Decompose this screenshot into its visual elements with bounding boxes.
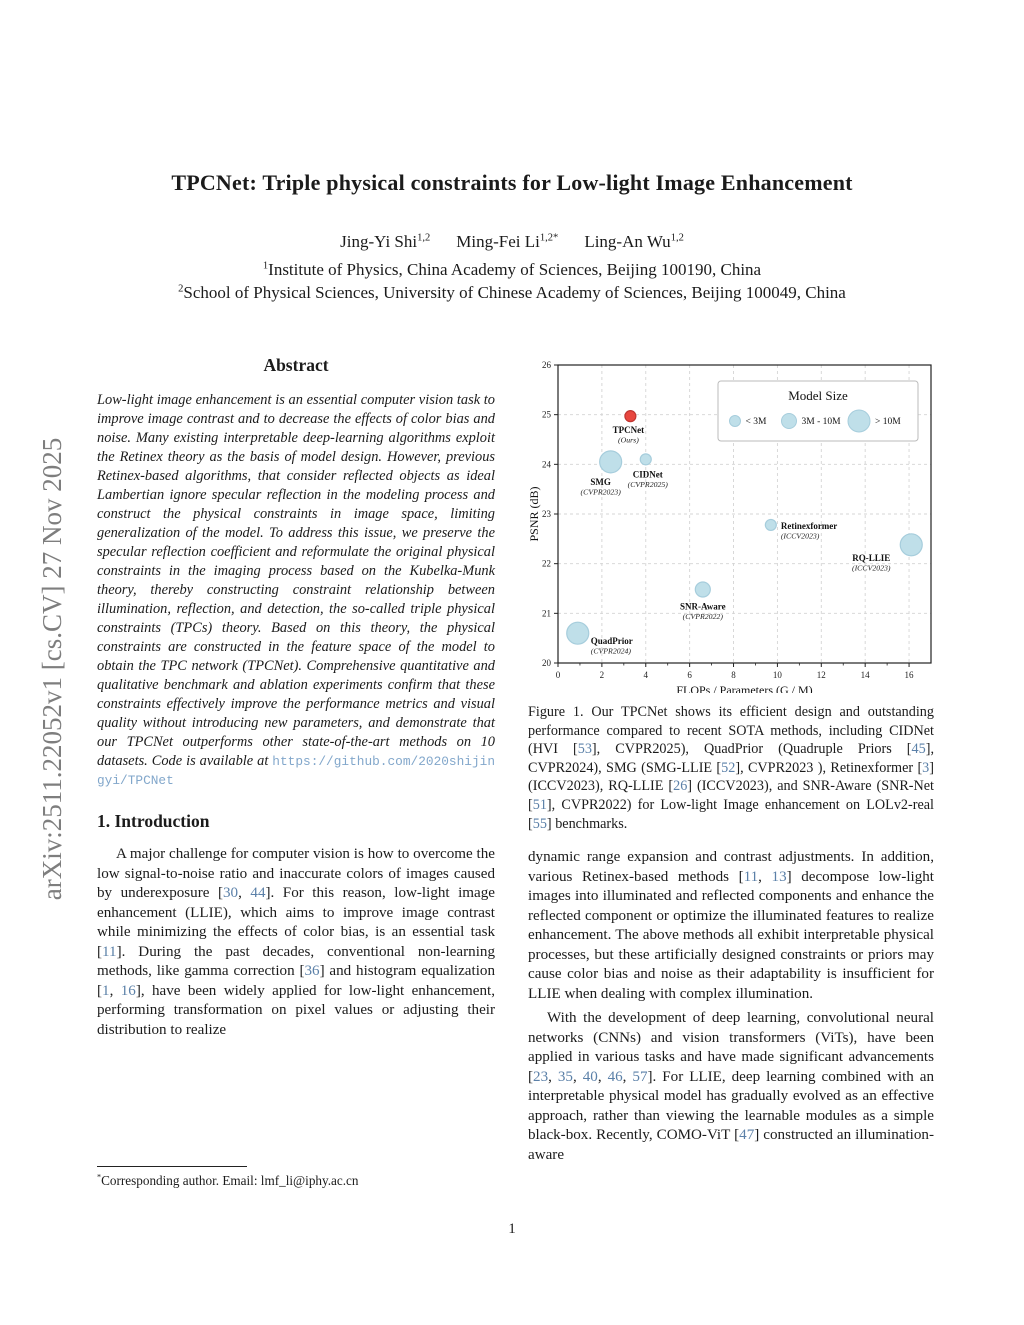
citation-link[interactable]: 40 bbox=[582, 1068, 598, 1085]
figure-1-chart: 0 2 4 6 8 10 12 14 16 20 21 22 23 24 25 26 FLOPs / Param… bbox=[527, 355, 934, 697]
footnote-marker: * bbox=[97, 1172, 102, 1182]
chart-point-CIDNet bbox=[639, 453, 652, 466]
legend-bubble-medium bbox=[781, 413, 797, 429]
point-name: SNR-Aware bbox=[680, 601, 726, 611]
svg-text:10: 10 bbox=[773, 670, 783, 680]
code-repository-link[interactable]: https://github.com/2020shijingyi/TPCNet bbox=[97, 754, 495, 788]
point-name: Retinexformer bbox=[781, 521, 837, 531]
point-venue: (ICCV2023) bbox=[781, 531, 820, 540]
introduction-heading: 1. Introduction bbox=[97, 811, 210, 831]
point-name: SMG bbox=[590, 477, 611, 487]
svg-text:2: 2 bbox=[600, 670, 605, 680]
svg-text:20: 20 bbox=[542, 658, 552, 668]
chart-point-TPCNet bbox=[624, 410, 637, 423]
svg-text:21: 21 bbox=[542, 608, 551, 618]
corresponding-author-footnote: *Corresponding author. Email: lmf_li@iph… bbox=[97, 1166, 495, 1189]
chart-point-RQ-LLIE bbox=[899, 533, 923, 557]
citation-link[interactable]: 44 bbox=[250, 885, 266, 901]
x-axis-label: FLOPs / Parameters (G / M) bbox=[676, 683, 812, 693]
introduction-paragraph: A major challenge for computer vision is… bbox=[97, 846, 495, 1038]
citation-link[interactable]: 11 bbox=[743, 868, 759, 885]
citation-link[interactable]: 30 bbox=[223, 885, 239, 901]
affiliation-line: 1Institute of Physics, China Academy of … bbox=[262, 260, 762, 279]
svg-text:25: 25 bbox=[542, 410, 552, 420]
abstract-text: Low-light image enhancement is an essent… bbox=[97, 392, 495, 788]
citation-link[interactable]: 1 bbox=[102, 982, 110, 999]
point-name: QuadPrior bbox=[591, 636, 633, 646]
svg-text:16: 16 bbox=[905, 670, 915, 680]
point-venue: (CVPR2024) bbox=[591, 647, 632, 656]
figure-1-caption: Figure 1. Our TPCNet shows its efficient… bbox=[528, 704, 935, 832]
chart-point-SNR-Aware bbox=[694, 581, 711, 598]
footnote-rule bbox=[97, 1166, 247, 1167]
legend-bubble-large bbox=[847, 409, 871, 433]
citation-link[interactable]: 46 bbox=[607, 1068, 623, 1085]
svg-text:22: 22 bbox=[542, 559, 551, 569]
affiliations: 1Institute of Physics, China Academy of … bbox=[0, 258, 1024, 304]
affiliation-line: 2School of Physical Sciences, University… bbox=[178, 283, 846, 302]
chart-point-QuadPrior bbox=[566, 621, 590, 645]
citation-link[interactable]: 57 bbox=[632, 1068, 648, 1085]
citation-link[interactable]: 26 bbox=[673, 778, 688, 795]
svg-text:23: 23 bbox=[542, 509, 552, 519]
author-name: Jing-Yi Shi1,2 bbox=[340, 232, 431, 251]
point-venue: (CVPR2023) bbox=[581, 487, 622, 496]
right-paragraph-1: dynamic range expansion and contrast adj… bbox=[528, 849, 934, 1002]
point-name: TPCNet bbox=[613, 425, 645, 435]
chart-point-Retinexformer bbox=[764, 518, 777, 532]
citation-link[interactable]: 36 bbox=[304, 963, 320, 979]
chart-point-SMG bbox=[599, 450, 623, 474]
page-number: 1 bbox=[508, 1221, 516, 1237]
arxiv-watermark: arXiv:2511.22052v1 [cs.CV] 27 Nov 2025 bbox=[37, 437, 67, 901]
citation-link[interactable]: 51 bbox=[532, 796, 547, 813]
author-name: Ling-An Wu1,2 bbox=[584, 232, 684, 251]
legend-label: 3M - 10M bbox=[802, 417, 842, 427]
left-column: Abstract Low-light image enhancement is … bbox=[97, 355, 495, 1040]
author-name: Ming-Fei Li1,2* bbox=[456, 232, 559, 251]
legend-bubble-small bbox=[729, 415, 741, 427]
point-venue: (CVPR2022) bbox=[683, 612, 724, 621]
svg-text:0: 0 bbox=[556, 670, 561, 680]
footnote-text: Corresponding author. Email: lmf_li@iphy… bbox=[101, 1173, 359, 1188]
point-venue: (Ours) bbox=[618, 436, 639, 445]
legend-title: Model Size bbox=[788, 388, 848, 403]
svg-text:14: 14 bbox=[861, 670, 871, 680]
citation-link[interactable]: 3 bbox=[922, 759, 930, 776]
citation-link[interactable]: 11 bbox=[102, 943, 117, 960]
point-venue: (ICCV2023) bbox=[852, 563, 891, 572]
svg-text:4: 4 bbox=[644, 670, 649, 680]
svg-text:24: 24 bbox=[542, 459, 552, 469]
y-axis-label: PSNR (dB) bbox=[528, 486, 541, 541]
right-paragraph-2: With the development of deep learning, c… bbox=[528, 1010, 935, 1163]
citation-link[interactable]: 55 bbox=[532, 815, 547, 832]
point-name: CIDNet bbox=[633, 469, 663, 479]
svg-text:12: 12 bbox=[817, 670, 826, 680]
point-venue: (CVPR2025) bbox=[628, 480, 669, 489]
legend-label: < 3M bbox=[746, 417, 767, 427]
citation-link[interactable]: 35 bbox=[557, 1068, 573, 1085]
svg-text:8: 8 bbox=[731, 670, 736, 680]
point-name: RQ-LLIE bbox=[852, 553, 890, 563]
abstract-heading: Abstract bbox=[263, 355, 329, 375]
citation-link[interactable]: 23 bbox=[533, 1068, 549, 1085]
right-column: 0 2 4 6 8 10 12 14 16 20 21 22 23 24 25 26 FLOPs / Param… bbox=[527, 355, 935, 1165]
citation-link[interactable]: 16 bbox=[120, 982, 136, 999]
legend-label: > 10M bbox=[875, 417, 901, 427]
svg-text:6: 6 bbox=[687, 670, 692, 680]
svg-text:26: 26 bbox=[542, 360, 552, 370]
citation-link[interactable]: 52 bbox=[721, 759, 736, 776]
citation-link[interactable]: 45 bbox=[911, 741, 926, 758]
citation-link[interactable]: 53 bbox=[577, 741, 592, 758]
citation-link[interactable]: 13 bbox=[771, 868, 787, 885]
authors-line: Jing-Yi Shi1,2 Ming-Fei Li1,2* Ling-An Wu1… bbox=[0, 232, 1024, 252]
paper-title: TPCNet: Triple physical constraints for … bbox=[171, 170, 853, 195]
citation-link[interactable]: 47 bbox=[739, 1127, 755, 1144]
